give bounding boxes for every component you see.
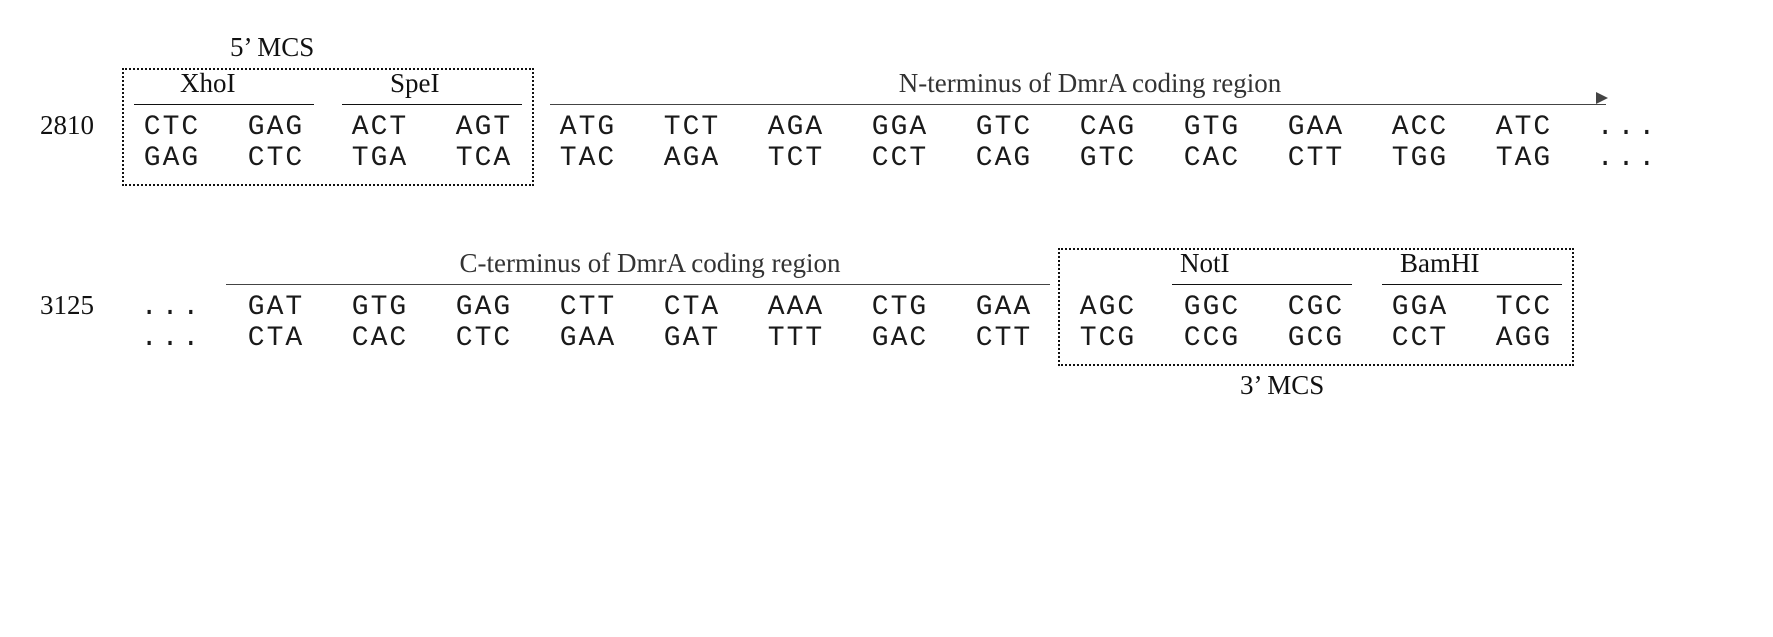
codon: TCC <box>1472 292 1576 323</box>
codon: CAC <box>328 323 432 354</box>
ellipsis: ... <box>1576 112 1680 143</box>
codon: GAA <box>1264 112 1368 143</box>
seq-row-bot-1: GAG CTC TGA TCA TAC AGA TCT CCT CAG GTC … <box>40 143 1733 174</box>
codon: CTT <box>536 292 640 323</box>
seq-area-2: C-terminus of DmrA coding region NotI Ba… <box>120 292 1576 323</box>
ellipsis: ... <box>120 292 224 323</box>
codon: CTA <box>640 292 744 323</box>
codon: AAA <box>744 292 848 323</box>
codon: CTG <box>848 292 952 323</box>
seq-row-top-1: 2810 5’ MCS XhoI SpeI N-terminus of DmrA… <box>40 110 1733 143</box>
codon: TAG <box>1472 143 1576 174</box>
codon: GAG <box>120 143 224 174</box>
codon: GCG <box>1264 323 1368 354</box>
top-strand-2: ... GAT GTG GAG CTT CTA AAA CTG GAA AGC … <box>120 292 1576 323</box>
codon: GAT <box>640 323 744 354</box>
top-strand-1: CTC GAG ACT AGT ATG TCT AGA GGA GTC CAG … <box>120 112 1680 143</box>
codon: TAC <box>536 143 640 174</box>
codon: CAG <box>1056 112 1160 143</box>
region-line-n-term <box>550 104 1606 105</box>
codon: CCG <box>1160 323 1264 354</box>
enzyme-underline-bamhi <box>1382 284 1562 285</box>
codon: GAC <box>848 323 952 354</box>
codon: CTT <box>1264 143 1368 174</box>
enzyme-label-xhoi: XhoI <box>180 68 236 99</box>
codon: GTC <box>952 112 1056 143</box>
codon: ATG <box>536 112 640 143</box>
codon: TCT <box>744 143 848 174</box>
enzyme-label-spei: SpeI <box>390 68 440 99</box>
codon: TGG <box>1368 143 1472 174</box>
codon: ATC <box>1472 112 1576 143</box>
codon: CTC <box>432 323 536 354</box>
position-label-1: 2810 <box>40 110 120 141</box>
codon: GTG <box>328 292 432 323</box>
ellipsis: ... <box>120 323 224 354</box>
codon: TTT <box>744 323 848 354</box>
codon: AGT <box>432 112 536 143</box>
codon: ACT <box>328 112 432 143</box>
codon: TGA <box>328 143 432 174</box>
codon: AGG <box>1472 323 1576 354</box>
codon: TCT <box>640 112 744 143</box>
seq-section-1: 2810 5’ MCS XhoI SpeI N-terminus of DmrA… <box>40 30 1733 174</box>
enzyme-underline-xhoi <box>134 104 314 105</box>
codon: CAC <box>1160 143 1264 174</box>
codon: AGA <box>744 112 848 143</box>
seq-row-bot-2: ... CTA CAC CTC GAA GAT TTT GAC CTT TCG … <box>40 323 1733 354</box>
seq-area-1: 5’ MCS XhoI SpeI N-terminus of DmrA codi… <box>120 112 1680 143</box>
enzyme-underline-noti <box>1172 284 1352 285</box>
codon: AGC <box>1056 292 1160 323</box>
codon: CCT <box>1368 323 1472 354</box>
codon: CAG <box>952 143 1056 174</box>
enzyme-label-bamhi: BamHI <box>1400 248 1479 279</box>
bottom-strand-1: GAG CTC TGA TCA TAC AGA TCT CCT CAG GTC … <box>120 143 1680 174</box>
bottom-strand-2: ... CTA CAC CTC GAA GAT TTT GAC CTT TCG … <box>120 323 1576 354</box>
codon: TCA <box>432 143 536 174</box>
position-label-2: 3125 <box>40 290 120 321</box>
codon: CTC <box>224 143 328 174</box>
region-label-c-term: C-terminus of DmrA coding region <box>280 248 1020 279</box>
codon: GAG <box>432 292 536 323</box>
region-label-n-term: N-terminus of DmrA coding region <box>640 68 1540 99</box>
codon: GAT <box>224 292 328 323</box>
codon: GTC <box>1056 143 1160 174</box>
codon: CTC <box>120 112 224 143</box>
mcs-title-5prime: 5’ MCS <box>230 32 314 63</box>
codon: CGC <box>1264 292 1368 323</box>
codon: GGA <box>848 112 952 143</box>
seq-section-2: 3125 C-terminus of DmrA coding region No… <box>40 244 1733 354</box>
mcs-title-3prime: 3’ MCS <box>1240 370 1324 401</box>
codon: TCG <box>1056 323 1160 354</box>
codon: GAA <box>536 323 640 354</box>
codon: GGA <box>1368 292 1472 323</box>
arrow-head-icon <box>1596 92 1608 104</box>
codon: GAA <box>952 292 1056 323</box>
codon: AGA <box>640 143 744 174</box>
seq-row-top-2: 3125 C-terminus of DmrA coding region No… <box>40 290 1733 323</box>
region-line-c-term <box>226 284 1050 285</box>
codon: CTA <box>224 323 328 354</box>
enzyme-label-noti: NotI <box>1180 248 1230 279</box>
codon: ACC <box>1368 112 1472 143</box>
enzyme-underline-spei <box>342 104 522 105</box>
codon: GGC <box>1160 292 1264 323</box>
ellipsis: ... <box>1576 143 1680 174</box>
codon: CCT <box>848 143 952 174</box>
codon: GAG <box>224 112 328 143</box>
codon: CTT <box>952 323 1056 354</box>
codon: GTG <box>1160 112 1264 143</box>
